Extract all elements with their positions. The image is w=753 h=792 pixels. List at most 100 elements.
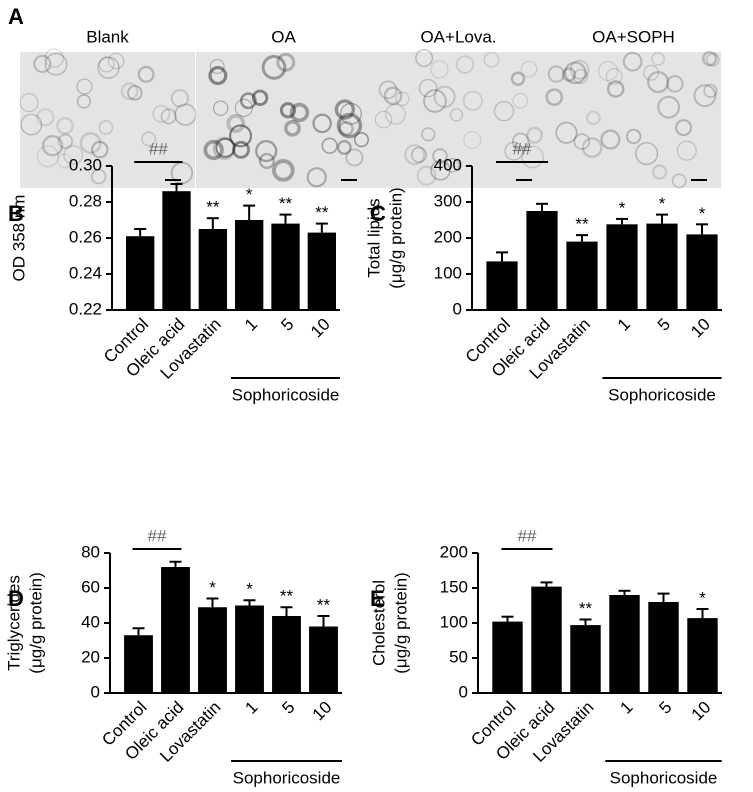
bar [307, 232, 337, 310]
cell [581, 137, 603, 158]
bar [309, 626, 338, 693]
error-bar [496, 251, 508, 262]
cell [701, 50, 718, 67]
cell [573, 133, 591, 150]
error-bar [243, 599, 256, 606]
bar [570, 625, 601, 693]
bar [235, 605, 264, 693]
bar [124, 635, 153, 693]
y-tick-label: 80 [81, 542, 100, 561]
comparison-label: ## [513, 139, 532, 158]
error-bar [540, 581, 553, 587]
image-label: OA+Lova. [420, 27, 496, 46]
bar [486, 261, 518, 310]
cell [545, 88, 564, 106]
significance-label: * [659, 194, 666, 213]
error-bar [169, 560, 182, 567]
y-tick-label: 100 [434, 263, 462, 282]
y-tick-label: 0.24 [69, 263, 102, 282]
panel-letter: B [8, 201, 24, 226]
cell [76, 94, 91, 109]
cell [606, 80, 625, 98]
error-bar [536, 202, 548, 211]
cell [226, 113, 246, 133]
image-bg [371, 52, 546, 188]
error-bar [576, 234, 588, 242]
error-bar [696, 223, 708, 235]
cell [255, 139, 278, 163]
cell [703, 83, 718, 98]
cell [229, 124, 253, 148]
bar [646, 223, 678, 310]
group-label: Sophoricoside [233, 768, 341, 787]
cell [404, 144, 426, 166]
error-bar [618, 589, 631, 595]
cell [444, 157, 460, 173]
bar [531, 586, 562, 693]
error-bar [279, 213, 292, 224]
x-tick-label: 10 [309, 698, 336, 725]
cell [416, 165, 437, 186]
cell [605, 67, 623, 85]
x-tick-label: 5 [278, 698, 298, 718]
cell [44, 52, 68, 76]
x-tick-label: 1 [614, 315, 634, 335]
bar [526, 211, 558, 310]
cell [160, 108, 177, 125]
x-tick-label: 5 [655, 698, 675, 718]
x-tick-label: 1 [241, 698, 261, 718]
cell [666, 75, 684, 93]
cell [208, 66, 228, 86]
cell [36, 145, 59, 168]
cell [312, 113, 332, 134]
y-tick-label: 200 [434, 227, 462, 246]
cell [410, 146, 428, 163]
cell [258, 152, 275, 169]
y-tick-label: 100 [440, 612, 468, 631]
cell [79, 132, 102, 154]
cell [572, 68, 589, 85]
image-bg [20, 52, 195, 188]
significance-label: * [209, 578, 216, 597]
y-axis-label: (μg/g protein) [26, 572, 45, 673]
error-bar [616, 217, 628, 225]
cell [418, 78, 438, 98]
significance-label: * [246, 580, 253, 599]
bar [686, 234, 718, 310]
y-tick-label: 400 [434, 155, 462, 174]
cell [423, 89, 447, 113]
cell [63, 144, 84, 166]
cell [203, 139, 224, 161]
image-bg [546, 52, 721, 188]
cell [289, 102, 310, 123]
cell [564, 61, 587, 85]
y-tick-label: 300 [434, 191, 462, 210]
cell [56, 117, 74, 135]
cell [384, 103, 406, 125]
cell [276, 52, 296, 72]
cell [76, 78, 93, 95]
cell [483, 51, 500, 68]
error-bar [132, 627, 145, 636]
bar [198, 607, 227, 693]
cell [336, 140, 352, 155]
image-label: Blank [86, 27, 129, 46]
panel-letter: E [370, 586, 385, 611]
bar [271, 223, 300, 310]
bar [272, 616, 301, 693]
cell [521, 145, 544, 169]
y-axis-label: (μg/g protein) [386, 187, 405, 288]
group-label: Sophoricoside [608, 385, 716, 404]
x-tick-label: 1 [241, 315, 261, 335]
y-tick-label: 60 [81, 577, 100, 596]
x-tick-label: 10 [687, 315, 714, 342]
error-bar [243, 204, 256, 220]
group-label: Sophoricoside [610, 768, 718, 787]
cell [170, 89, 189, 108]
cell [120, 82, 139, 101]
error-bar [206, 597, 219, 608]
image-label: OA+SOPH [592, 27, 675, 46]
x-tick-label: 5 [654, 315, 674, 335]
significance-label: ** [280, 587, 294, 606]
cell [33, 54, 52, 73]
